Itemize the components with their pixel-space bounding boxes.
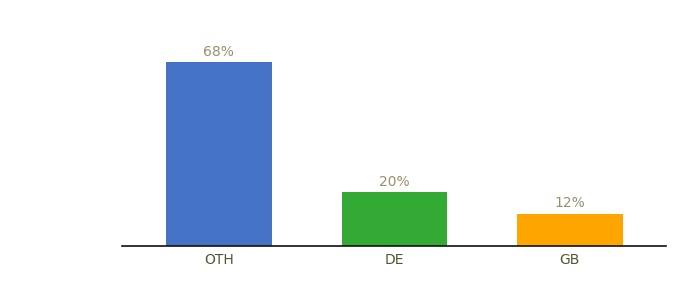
Text: 20%: 20% — [379, 175, 410, 189]
Text: 12%: 12% — [554, 196, 585, 210]
Text: 68%: 68% — [203, 45, 235, 59]
Bar — [517, 214, 622, 246]
Bar — [342, 192, 447, 246]
Bar — [167, 62, 271, 246]
